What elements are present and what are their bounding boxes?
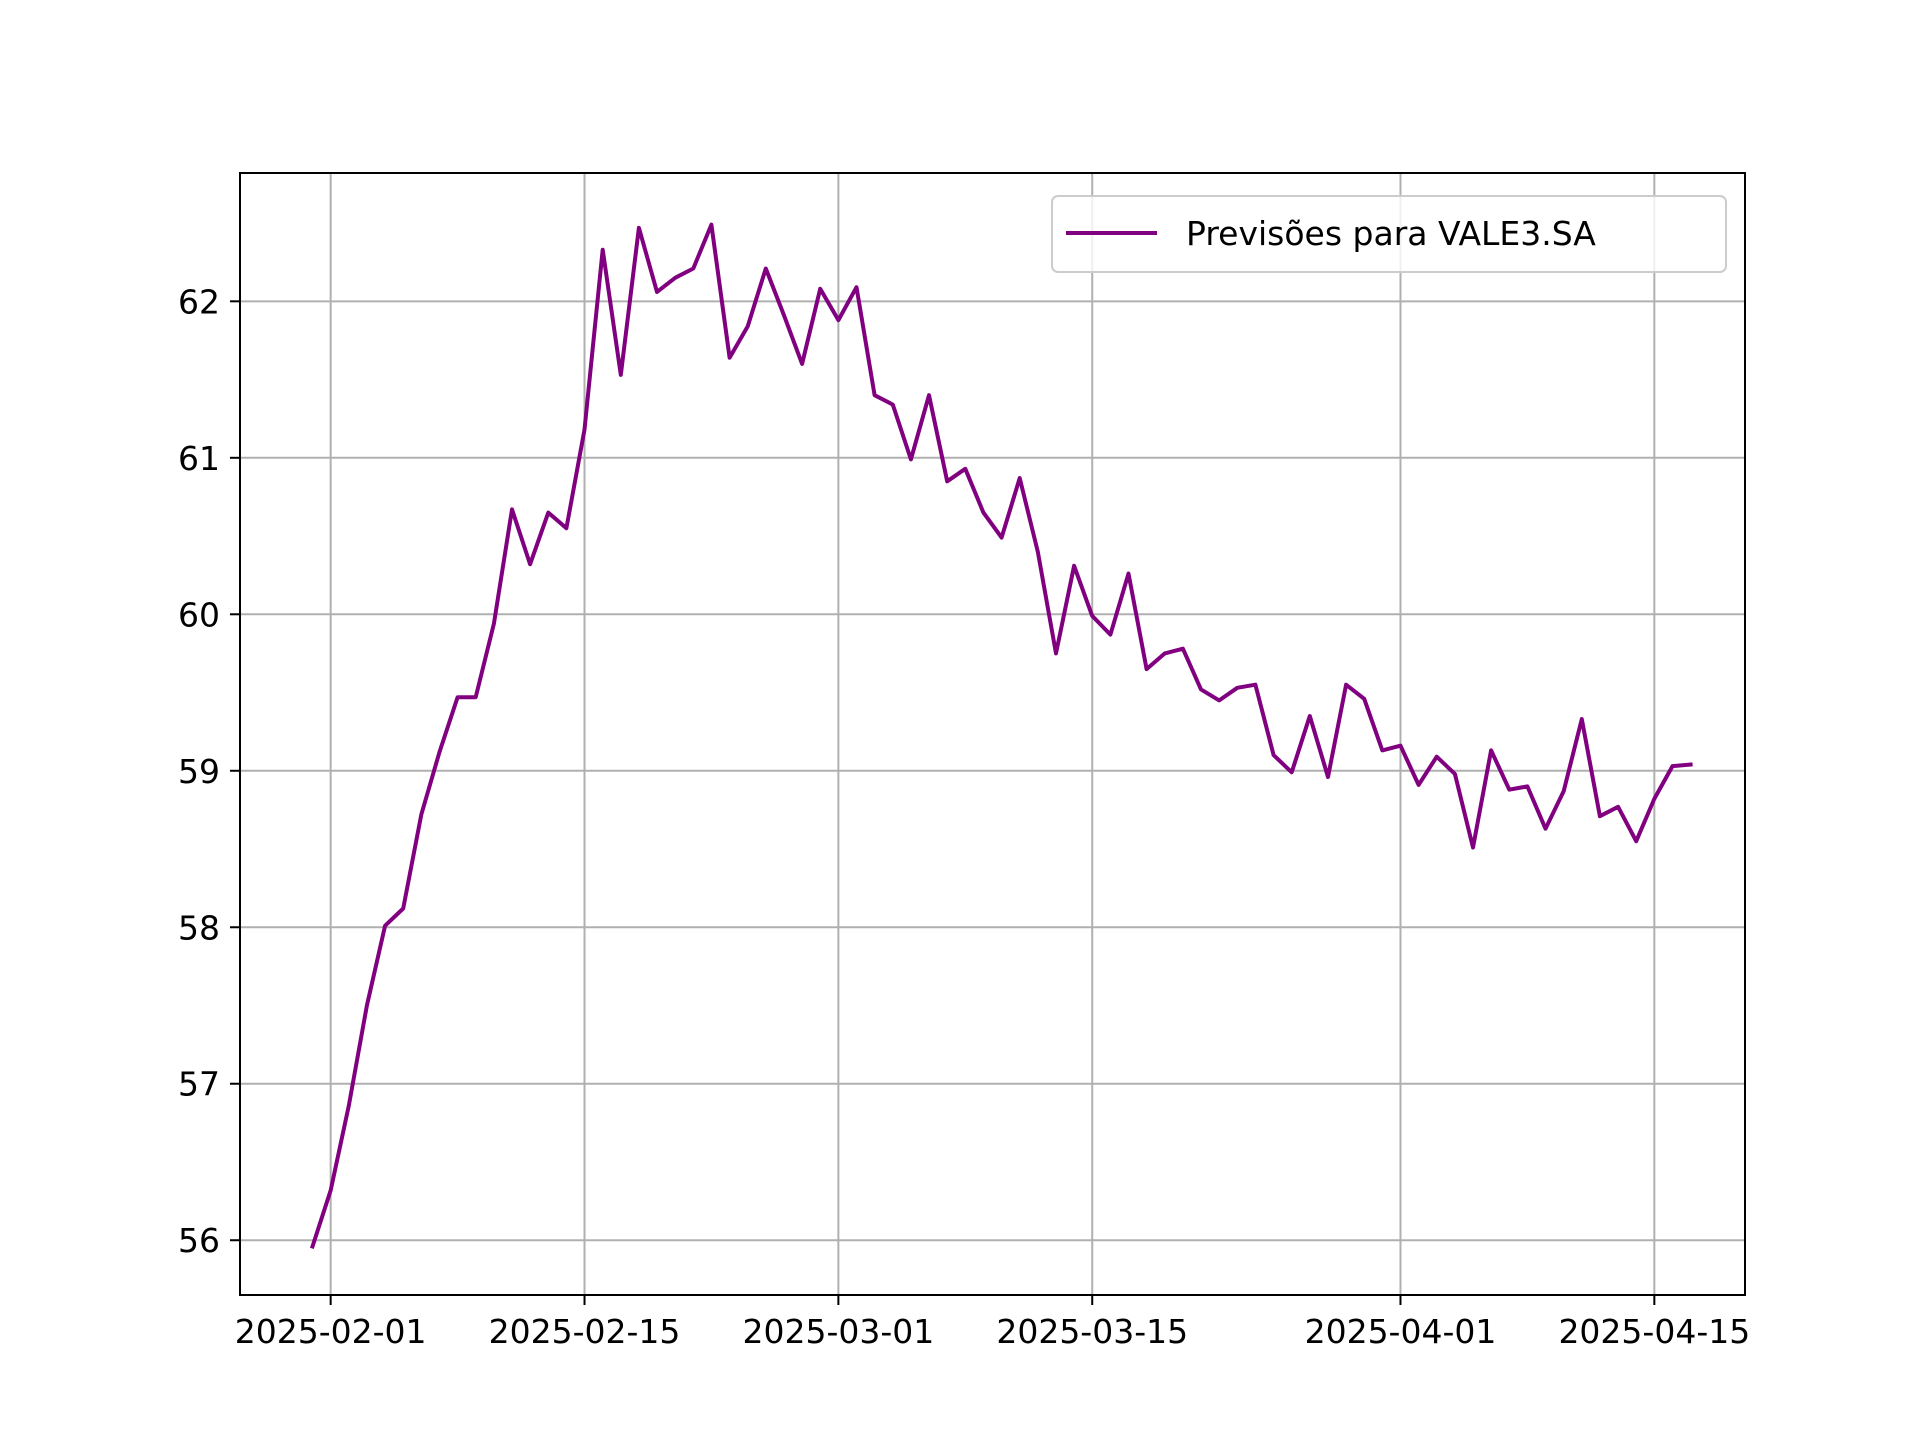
legend-box <box>1051 195 1727 273</box>
legend: Previsões para VALE3.SA <box>1051 195 1727 273</box>
ticks: 2025-02-01 2025-02-15 2025-03-01 2025-03-15… <box>178 282 1750 1351</box>
grid <box>240 173 1745 1295</box>
y-tick-label: 60 <box>178 595 220 634</box>
x-tick-label: 2025-02-15 <box>489 1312 681 1351</box>
x-tick-label: 2025-03-15 <box>996 1312 1188 1351</box>
y-tick-label: 57 <box>178 1065 220 1104</box>
plot-area <box>240 173 1745 1295</box>
x-tick-label: 2025-02-01 <box>235 1312 427 1351</box>
legend-label: Previsões para VALE3.SA <box>1186 214 1596 253</box>
series-layer <box>309 222 1693 1250</box>
y-tick-label: 62 <box>178 282 220 321</box>
y-tick-label: 61 <box>178 439 220 478</box>
series-line <box>309 222 1693 1250</box>
x-tick-label: 2025-03-01 <box>742 1312 934 1351</box>
y-tick-label: 59 <box>178 752 220 791</box>
y-tick-label: 56 <box>178 1221 220 1260</box>
x-tick-label: 2025-04-15 <box>1558 1312 1750 1351</box>
axes-frame <box>239 172 1746 1296</box>
x-tick-label: 2025-04-01 <box>1305 1312 1497 1351</box>
y-tick-label: 58 <box>178 908 220 947</box>
